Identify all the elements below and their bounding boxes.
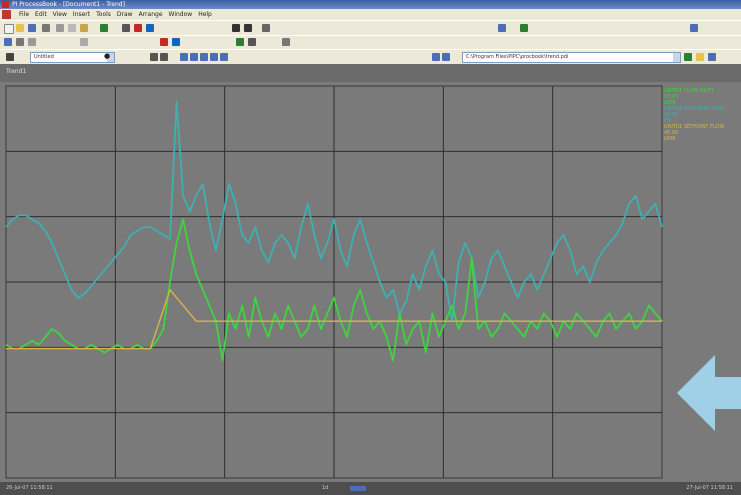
menu-view[interactable]: View [52,11,67,18]
indent-icon[interactable] [220,53,228,61]
font-icon[interactable] [6,53,14,61]
series-line-setpoint [6,289,662,350]
chevron-down-icon[interactable] [673,53,680,62]
series-line-flow [5,218,663,362]
zoom-in-icon[interactable] [232,24,240,32]
window-title: PI ProcessBook - [Document1 - Trend] [12,1,125,8]
cut-icon[interactable] [56,24,64,32]
menu-insert[interactable]: Insert [72,11,91,18]
run-icon[interactable] [100,24,108,32]
menu-window[interactable]: Window [168,11,193,18]
legend: UNIT01 FLOW INLET 63.43 GPM UNIT01 PRESS… [664,88,740,142]
settings-icon[interactable] [708,53,716,61]
stop-icon[interactable] [134,24,142,32]
open-icon[interactable] [16,24,24,32]
time-range[interactable]: 1d [322,485,329,491]
symbol-icon[interactable] [282,38,290,46]
align-left-icon[interactable] [180,53,188,61]
legend-entry-3: UNIT01 PRESSURE TANK [664,106,725,112]
color-icon[interactable] [160,38,168,46]
legend-entry-1: 63.43 [664,94,679,100]
trend-icon[interactable] [146,24,154,32]
line-icon[interactable] [16,38,24,46]
gridlines [6,86,662,478]
menu-draw[interactable]: Draw [116,11,133,18]
trend-label: Trend1 [6,68,27,75]
title-bar: PI ProcessBook - [Document1 - Trend] [0,0,741,9]
forward-icon[interactable] [442,53,450,61]
menu-bar: File Edit View Insert Tools Draw Arrange Window… [0,9,741,20]
fill-icon[interactable] [172,38,180,46]
bold-icon[interactable] [150,53,158,61]
drawing-toolbar [0,35,741,50]
save-icon[interactable] [28,24,36,32]
legend-entry-4: 58.85 [664,112,679,118]
rectangle-icon[interactable] [28,38,36,46]
legend-entry-2: GPM [664,100,676,106]
legend-entry-7: 45.00 [664,130,679,136]
status-bar: 26-Jul-07 11:58:11 1d 27-Jul-07 11:58:11 [0,482,741,495]
italic-icon[interactable] [160,53,168,61]
justify-icon[interactable] [210,53,218,61]
refresh-icon[interactable] [498,24,506,32]
play-icon[interactable] [520,24,528,32]
trend-chart [5,85,663,479]
menu-help[interactable]: Help [198,11,212,18]
folder-icon[interactable] [696,53,704,61]
chevron-down-icon[interactable] [107,53,114,62]
standard-toolbar [0,20,741,36]
align-center-icon[interactable] [190,53,198,61]
path-select-value: C:\Program Files\PIPC\procbook\trend.pdi [466,54,569,60]
legend-entry-5: PSI [664,118,672,124]
text-icon[interactable] [80,38,88,46]
new-icon[interactable] [4,24,14,34]
font-select-value: Untitled [34,54,54,60]
trend-header: Trend1 [0,64,741,83]
print-icon[interactable] [42,24,50,32]
grid-icon[interactable] [262,24,270,32]
go-icon[interactable] [684,53,692,61]
copy-icon[interactable] [68,24,76,32]
series-line-pressure [5,100,663,323]
menu-arrange[interactable]: Arrange [138,11,163,18]
paste-icon[interactable] [80,24,88,32]
help-icon[interactable] [690,24,698,32]
build-icon[interactable] [122,24,130,32]
arrow-left-icon [677,355,741,431]
scroll-thumb[interactable] [350,486,366,491]
end-time[interactable]: 27-Jul-07 11:58:11 [686,485,733,491]
font-select[interactable]: Untitled [30,52,115,63]
path-select[interactable]: C:\Program Files\PIPC\procbook\trend.pdi [462,52,681,63]
start-time[interactable]: 26-Jul-07 11:58:11 [6,485,53,491]
back-icon[interactable] [432,53,440,61]
zoom-out-icon[interactable] [244,24,252,32]
app-icon [2,1,9,8]
menu-tools[interactable]: Tools [96,11,111,18]
bar-icon[interactable] [248,38,256,46]
menu-file[interactable]: File [19,11,30,18]
menu-edit[interactable]: Edit [35,11,47,18]
legend-entry-6: UNIT01 SETPOINT FLOW [664,124,725,130]
align-right-icon[interactable] [200,53,208,61]
pointer-icon[interactable] [4,38,12,46]
series-group [5,100,663,362]
active-indicator: ● [104,52,111,60]
trend-plot-area[interactable] [0,82,741,482]
menu-app-icon[interactable] [2,10,11,19]
legend-entry-0: UNIT01 FLOW INLET [664,88,715,94]
value-icon[interactable] [236,38,244,46]
legend-entry-8: GPM [664,136,676,142]
